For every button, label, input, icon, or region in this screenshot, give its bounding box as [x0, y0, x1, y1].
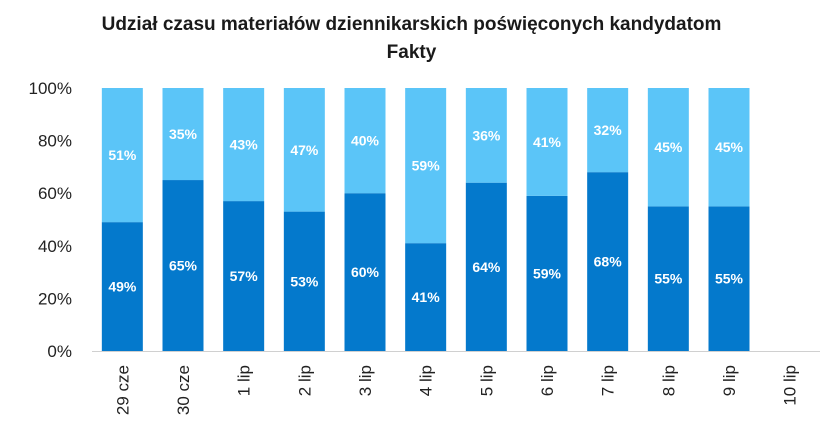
bar-segment	[162, 180, 204, 351]
x-tick-label: 29 cze	[113, 365, 132, 415]
data-label: 43%	[230, 137, 259, 153]
bar-segment	[465, 182, 507, 351]
bar-segment	[526, 195, 568, 351]
bar-segment	[223, 88, 265, 202]
x-tick-label: 8 lip	[659, 365, 678, 396]
data-label: 35%	[169, 126, 198, 142]
bar-segment	[101, 222, 143, 351]
x-tick-label: 2 lip	[295, 365, 314, 396]
data-label: 49%	[108, 279, 137, 295]
bar-segment	[162, 88, 204, 181]
data-label: 65%	[169, 258, 198, 274]
bar-segment	[223, 201, 265, 351]
bar-segment	[708, 88, 750, 207]
y-tick-label: 80%	[38, 132, 72, 151]
bar-segment	[405, 88, 447, 244]
bar-segment	[647, 206, 689, 351]
bar-segment	[344, 193, 386, 351]
y-tick-label: 40%	[38, 237, 72, 256]
bar-segment	[405, 243, 447, 351]
x-tick-label: 4 lip	[417, 365, 436, 396]
data-label: 41%	[412, 289, 441, 305]
x-tick-label: 10 lip	[781, 365, 800, 406]
bar-segment	[647, 88, 689, 207]
y-tick-label: 20%	[38, 289, 72, 308]
data-label: 64%	[472, 259, 501, 275]
data-label: 57%	[230, 268, 259, 284]
x-tick-label: 9 lip	[720, 365, 739, 396]
data-label: 51%	[108, 147, 137, 163]
x-tick-label: 5 lip	[477, 365, 496, 396]
data-label: 47%	[290, 142, 319, 158]
bar-segment	[344, 88, 386, 194]
x-tick-label: 6 lip	[538, 365, 557, 396]
x-tick-label: 30 cze	[174, 365, 193, 415]
y-tick-label: 0%	[47, 342, 72, 361]
chart-title-line-1: Udział czasu materiałów dziennikarskich …	[101, 14, 722, 35]
x-tick-label: 3 lip	[356, 365, 375, 396]
data-label: 53%	[290, 273, 319, 289]
bar-segment	[283, 211, 325, 351]
data-label: 45%	[654, 139, 683, 155]
bar-segment	[587, 88, 629, 173]
bar-segment	[101, 88, 143, 223]
y-tick-label: 100%	[29, 79, 72, 98]
data-label: 59%	[533, 265, 562, 281]
data-label: 32%	[594, 122, 623, 138]
data-label: 40%	[351, 133, 380, 149]
x-tick-label: 7 lip	[599, 365, 618, 396]
bar-segment	[465, 88, 507, 183]
bar-segment	[708, 206, 750, 351]
chart-title-line-2: Fakty	[386, 42, 437, 63]
y-tick-label: 60%	[38, 184, 72, 203]
data-label: 68%	[594, 254, 623, 270]
x-tick-label: 1 lip	[235, 365, 254, 396]
data-label: 36%	[472, 127, 501, 143]
data-label: 41%	[533, 134, 562, 150]
data-label: 55%	[715, 271, 744, 287]
data-label: 59%	[412, 158, 441, 174]
bar-segment	[587, 172, 629, 351]
bar-segment	[526, 88, 568, 196]
bar-segment	[283, 88, 325, 212]
data-label: 45%	[715, 139, 744, 155]
data-label: 55%	[654, 271, 683, 287]
data-label: 60%	[351, 264, 380, 280]
